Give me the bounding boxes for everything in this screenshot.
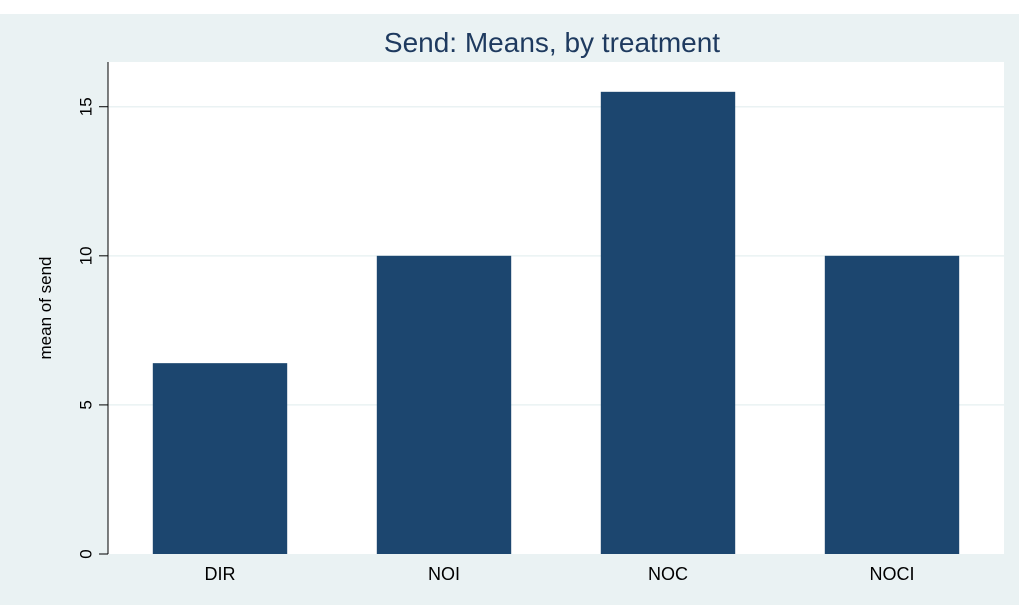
y-tick-label-5: 5 [77,400,96,409]
x-category-label-noci: NOCI [870,564,915,584]
header-strip [0,0,1019,14]
x-axis-labels: DIR NOI NOC NOCI [205,564,915,584]
y-tick-label-15: 15 [77,97,96,116]
y-tick-label-10: 10 [77,246,96,265]
bar-noi [376,255,512,554]
bar-noc [600,91,736,555]
bar-noci [824,255,960,554]
y-tick-label-0: 0 [77,549,96,558]
bars [152,91,960,555]
x-category-label-dir: DIR [205,564,236,584]
x-category-label-noc: NOC [648,564,688,584]
x-category-label-noi: NOI [428,564,460,584]
chart-area: Send: Means, by treatment 0 5 10 15 DIR NOI N… [0,14,1019,605]
bar-dir [152,363,288,554]
y-axis-title: mean of send [36,256,55,359]
y-axis-ticks: 0 5 10 15 [77,97,108,559]
bar-chart: Send: Means, by treatment 0 5 10 15 DIR NOI N… [0,14,1019,605]
chart-title: Send: Means, by treatment [384,27,720,58]
